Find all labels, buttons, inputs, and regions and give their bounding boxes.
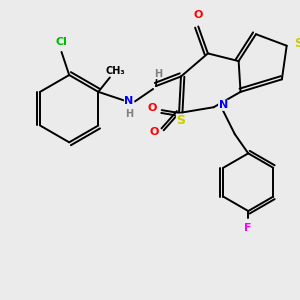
Text: H: H — [154, 69, 162, 79]
Text: CH₃: CH₃ — [106, 66, 125, 76]
Text: O: O — [194, 10, 203, 20]
Text: Cl: Cl — [56, 38, 68, 47]
Text: N: N — [124, 97, 134, 106]
Text: S: S — [294, 37, 300, 50]
Text: N: N — [219, 100, 228, 110]
Text: O: O — [149, 127, 159, 137]
Text: O: O — [148, 103, 157, 113]
Text: F: F — [244, 223, 252, 233]
Text: H: H — [125, 109, 133, 119]
Text: S: S — [176, 114, 185, 127]
